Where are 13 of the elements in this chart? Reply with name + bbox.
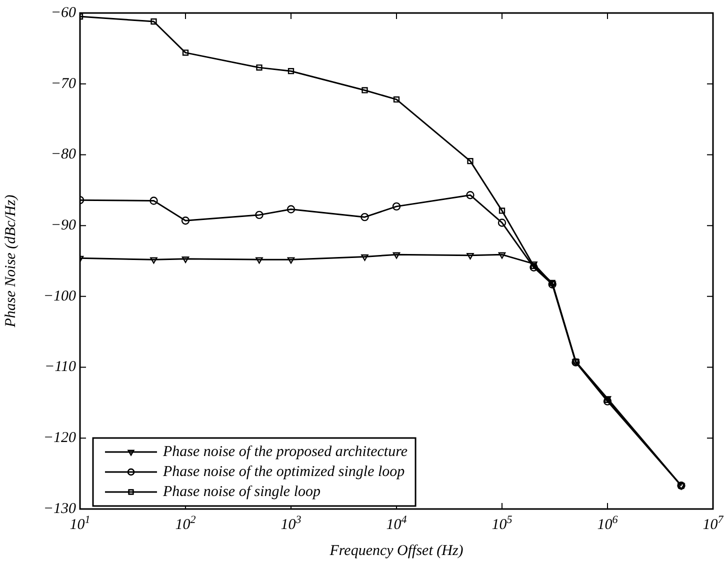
legend-label: Phase noise of the optimized single loop: [162, 464, 406, 480]
y-tick-label: −80: [50, 146, 76, 163]
y-tick-label: −100: [43, 288, 76, 304]
y-tick-label: −130: [43, 500, 76, 517]
y-tick-label: −110: [44, 359, 76, 376]
y-axis-title: Phase Noise (dBc/Hz): [2, 194, 19, 328]
y-tick-label: −120: [43, 430, 76, 446]
legend-label: Phase noise of single loop: [162, 484, 321, 500]
x-axis-title: Frequency Offset (Hz): [328, 543, 464, 559]
y-tick-label: −70: [50, 76, 76, 92]
y-tick-label: −90: [50, 218, 76, 234]
y-tick-label: −60: [50, 4, 76, 21]
legend-label: Phase noise of the proposed architecture: [162, 444, 408, 460]
